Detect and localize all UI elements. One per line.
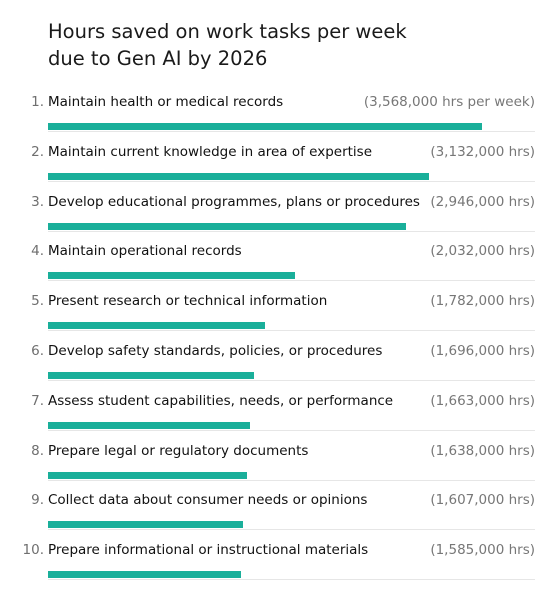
value-label: (1,782,000 hrs) [430, 293, 535, 310]
rank-label: 2. [31, 143, 44, 160]
row-divider [48, 180, 535, 182]
bar [48, 521, 243, 529]
value-label: (1,663,000 hrs) [430, 392, 535, 409]
row-divider [48, 280, 535, 282]
rank-label: 10. [22, 542, 44, 559]
chart-title: Hours saved on work tasks per week due t… [48, 18, 508, 72]
bar-row: 3. Develop educational programmes, plans … [0, 185, 554, 235]
bar [48, 322, 265, 330]
category-label: Prepare informational or instructional m… [48, 542, 369, 559]
category-label: Maintain operational records [48, 243, 242, 260]
row-divider [48, 529, 535, 531]
bar [48, 222, 406, 230]
value-label: (1,638,000 hrs) [430, 442, 535, 459]
bar [48, 571, 241, 579]
value-label: (2,032,000 hrs) [430, 243, 535, 260]
category-label: Develop safety standards, policies, or p… [48, 342, 383, 359]
rank-label: 6. [31, 342, 44, 359]
value-label: (3,132,000 hrs) [430, 143, 535, 160]
bar-row: 6. Develop safety standards, policies, or… [0, 334, 554, 384]
category-label: Maintain health or medical records [48, 94, 284, 110]
row-divider [48, 379, 535, 381]
bar-row: 1. Maintain health or medical records (3,5… [0, 85, 554, 135]
rank-label: 1. [31, 94, 44, 110]
bar-list: 1. Maintain health or medical records (3,5… [0, 85, 554, 583]
rank-label: 7. [31, 392, 44, 409]
category-label: Prepare legal or regulatory documents [48, 442, 309, 459]
row-divider [48, 131, 535, 132]
rank-label: 4. [31, 243, 44, 260]
value-label: (1,696,000 hrs) [430, 342, 535, 359]
value-label: (1,585,000 hrs) [430, 542, 535, 559]
chart-title-line-1: Hours saved on work tasks per week [48, 20, 407, 43]
row-divider [48, 330, 535, 332]
value-label: (1,607,000 hrs) [430, 492, 535, 509]
rank-label: 3. [31, 193, 44, 210]
bar-row: 9. Collect data about consumer needs or o… [0, 483, 554, 533]
bar [48, 471, 247, 479]
bar-row: 2. Maintain current knowledge in area of … [0, 135, 554, 185]
category-label: Collect data about consumer needs or opi… [48, 492, 368, 509]
rank-label: 9. [31, 492, 44, 509]
category-label: Develop educational programmes, plans or… [48, 193, 420, 210]
category-label: Maintain current knowledge in area of ex… [48, 143, 373, 160]
row-divider [48, 429, 535, 431]
rank-label: 5. [31, 293, 44, 310]
category-label: Present research or technical informatio… [48, 293, 328, 310]
value-label: (2,946,000 hrs) [430, 193, 535, 210]
value-label: (3,568,000 hrs per week) [363, 94, 535, 110]
row-divider [48, 579, 535, 581]
row-divider [48, 479, 535, 481]
bar [48, 421, 250, 429]
bar [48, 371, 254, 379]
category-label: Assess student capabilities, needs, or p… [48, 392, 394, 409]
bar-row: 7. Assess student capabilities, needs, or… [0, 384, 554, 434]
bar-row: 8. Prepare legal or regulatory documents (… [0, 434, 554, 484]
bar [48, 172, 429, 180]
bar [48, 272, 295, 280]
bar-row: 10. Prepare informational or instructiona… [0, 533, 554, 583]
row-divider [48, 230, 535, 232]
bar [48, 123, 482, 130]
bar-row: 5. Present research or technical informat… [0, 284, 554, 334]
rank-label: 8. [31, 442, 44, 459]
chart-title-line-2: due to Gen AI by 2026 [48, 47, 268, 70]
bar-row: 4. Maintain operational records (2,032,000… [0, 234, 554, 284]
